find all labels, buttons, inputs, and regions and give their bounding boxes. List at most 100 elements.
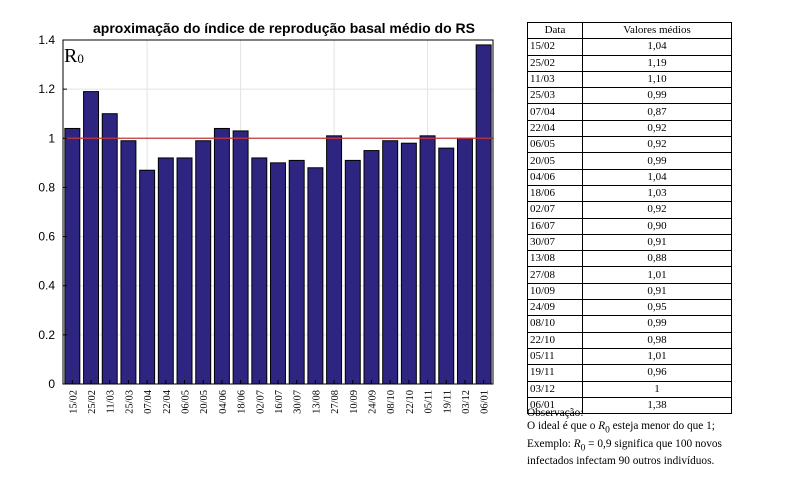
- table-cell-value: 1,10: [582, 70, 732, 89]
- table-row: 06/05 0,92: [527, 136, 732, 154]
- table-row: 06/01 1,38: [527, 396, 732, 415]
- bar-16-07: [270, 162, 286, 385]
- note-line-example: Exemplo: R0 = 0,9 significa que 100 novo…: [527, 438, 782, 456]
- table-row: 19/11 0,96: [527, 364, 732, 382]
- table-row: 03/12 1: [527, 380, 732, 398]
- bar-08-10: [382, 140, 399, 385]
- note-line-ideal-pre: O ideal é que o: [527, 420, 599, 433]
- table-header-row: Data Valores médios: [527, 21, 732, 40]
- note-r0-subscript: 0: [605, 425, 610, 436]
- table-cell-date: 08/10: [527, 315, 583, 333]
- table-cell-value: 0,92: [582, 136, 732, 154]
- x-tick-label: 07/04: [143, 389, 154, 414]
- table-cell-date: 06/01: [527, 396, 583, 415]
- bar-22-04: [157, 157, 174, 385]
- bar-04-06: [213, 127, 230, 385]
- x-tick-label: 06/05: [181, 390, 192, 414]
- table-row: 11/03 1,10: [527, 70, 732, 89]
- table-row: 16/07 0,90: [527, 217, 732, 235]
- bar-30-07: [288, 159, 305, 385]
- table-cell-date: 06/05: [527, 136, 583, 154]
- table-cell-value: 0,98: [582, 331, 732, 349]
- x-tick-label: 13/08: [311, 390, 322, 414]
- table-cell-date: 25/03: [527, 87, 583, 105]
- table-cell-value: 0,95: [582, 299, 732, 317]
- note-example-value: = 0,9: [585, 437, 612, 450]
- bar-10-09: [344, 159, 361, 385]
- note-line-ideal-post: esteja menor do que 1;: [609, 420, 715, 433]
- x-tick-label: 16/07: [274, 390, 285, 414]
- table-cell-value: 1,38: [582, 396, 732, 415]
- note-r0-symbol: R: [598, 420, 606, 433]
- observation-note: Observação: O ideal é que o R0 esteja me…: [527, 407, 782, 469]
- table-cell-value: 0,88: [582, 250, 732, 268]
- table-cell-date: 22/04: [527, 119, 583, 138]
- table-cell-value: 1,19: [582, 54, 732, 72]
- values-table-container: Data Valores médios 15/02 1,04 25/02 1,19 11…: [527, 21, 732, 415]
- table-cell-value: 0,96: [582, 364, 732, 382]
- note-example-subscript: 0: [580, 443, 586, 454]
- table-cell-date: 11/03: [527, 70, 583, 89]
- table-cell-value: 0,99: [582, 315, 732, 333]
- table-cell-date: 16/07: [527, 217, 583, 235]
- table-cell-value: 1,03: [582, 184, 732, 203]
- table-cell-date: 25/02: [527, 54, 583, 72]
- table-row: 24/09 0,95: [527, 299, 732, 317]
- x-tick-label: 22/04: [162, 389, 173, 414]
- x-tick-label: 19/11: [442, 390, 453, 414]
- bar-22-10: [400, 142, 417, 385]
- table-cell-value: 0,99: [582, 87, 732, 105]
- table-cell-date: 05/11: [527, 347, 583, 366]
- table-row: 02/07 0,92: [527, 201, 732, 219]
- table-row: 10/09 0,91: [527, 282, 732, 301]
- y-tick-label: 0.6: [38, 230, 55, 244]
- table-cell-date: 02/07: [527, 201, 583, 219]
- x-tick-label: 22/10: [405, 390, 416, 414]
- note-line-example-post: significa que 100 novos: [611, 437, 722, 450]
- table-cell-value: 0,87: [582, 103, 732, 121]
- x-tick-label: 02/07: [255, 390, 266, 414]
- table-cell-date: 15/02: [527, 38, 583, 56]
- x-tick-label: 18/06: [237, 390, 248, 414]
- table-row: 05/11 1,01: [527, 347, 732, 366]
- table-cell-value: 0,91: [582, 282, 732, 301]
- header-values: Valores médios: [582, 21, 732, 40]
- table-cell-value: 0,91: [582, 233, 732, 252]
- table-cell-date: 20/05: [527, 152, 583, 170]
- x-tick-label: 10/09: [349, 390, 360, 414]
- y-tick-label: 1: [48, 131, 55, 145]
- x-tick-label: 15/02: [68, 390, 79, 414]
- y-tick-label: 0.4: [38, 279, 55, 293]
- bar-11-03: [101, 113, 118, 385]
- table-row: 25/02 1,19: [527, 54, 732, 72]
- bar-06-01: [475, 44, 492, 385]
- header-date: Data: [527, 21, 583, 40]
- x-tick-label: 03/12: [461, 390, 472, 414]
- table-cell-value: 1,01: [582, 266, 732, 284]
- table-row: 15/02 1,04: [527, 38, 732, 56]
- table-cell-date: 13/08: [527, 250, 583, 268]
- table-body: 15/02 1,04 25/02 1,19 11/03 1,10 25/03 0,99 07/0…: [527, 38, 732, 415]
- table-cell-value: 0,99: [582, 152, 732, 170]
- bar-05-11: [419, 135, 436, 385]
- x-tick-label: 25/02: [87, 390, 98, 414]
- bar-03-12: [456, 137, 473, 385]
- chart-title: aproximação do índice de reprodução basa…: [93, 20, 475, 36]
- table-row: 22/04 0,92: [527, 119, 732, 138]
- r0-inset-label: R0: [64, 45, 84, 67]
- table-cell-date: 03/12: [527, 380, 583, 398]
- bar-25-02: [83, 91, 100, 385]
- x-tick-label: 05/11: [424, 390, 435, 414]
- x-tick-label: 11/03: [106, 390, 117, 414]
- x-tick-label: 04/06: [218, 390, 229, 414]
- table-cell-value: 0,92: [582, 201, 732, 219]
- table-row: 07/04 0,87: [527, 103, 732, 121]
- y-axis-ticks: 0 0.2 0.4 0.6 0.8 1 1.2 1.4: [38, 33, 67, 391]
- bar-20-05: [195, 140, 212, 385]
- x-tick-label: 27/08: [330, 390, 341, 414]
- table-cell-date: 22/10: [527, 331, 583, 349]
- bar-19-11: [438, 147, 455, 385]
- y-tick-label: 0.2: [38, 328, 55, 342]
- bar-18-06: [232, 130, 249, 385]
- table-cell-date: 24/09: [527, 299, 583, 317]
